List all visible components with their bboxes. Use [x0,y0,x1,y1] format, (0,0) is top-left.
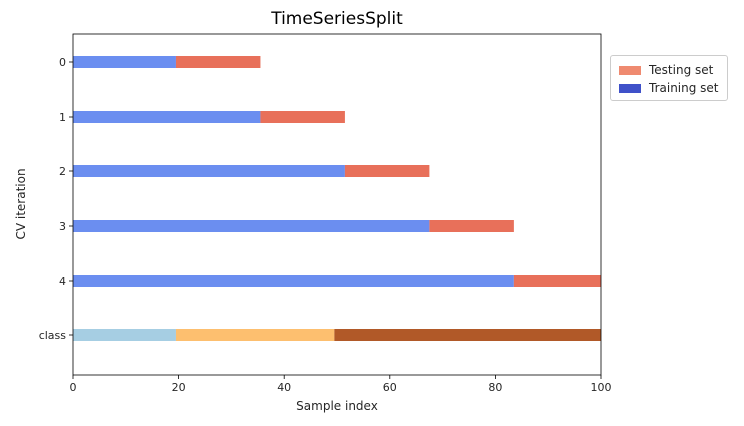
x-tick-label-20: 20 [172,381,186,394]
legend-item-testing: Testing set [619,62,713,78]
testing-set-bar-1 [260,111,345,123]
class-segment-0 [73,329,176,341]
legend-swatch-testing [619,65,641,75]
y-tick-label-4: 4 [59,275,66,288]
y-tick-label-1: 1 [59,111,66,124]
testing-set-bar-2 [344,165,430,177]
y-axis-label: CV iteration [14,168,28,239]
x-axis-label: Sample index [296,399,378,413]
legend: Testing set Training set [610,55,728,101]
x-tick-label-100: 100 [591,381,612,394]
training-set-bar-4 [73,275,514,287]
y-tick-label-0: 0 [59,56,66,69]
class-segment-2 [334,329,601,341]
training-set-bar-3 [73,220,430,232]
chart-title: TimeSeriesSplit [270,9,403,29]
testing-set-bar-0 [175,56,261,68]
training-set-bar-2 [73,165,345,177]
x-tick-label-60: 60 [383,381,397,394]
class-segment-1 [175,329,335,341]
legend-label-testing: Testing set [649,63,714,77]
x-tick-label-40: 40 [277,381,291,394]
plot-frame [72,33,602,376]
training-set-bar-0 [73,56,176,68]
legend-label-training: Training set [649,81,719,95]
y-tick-label-3: 3 [59,220,66,233]
legend-swatch-training [619,83,641,93]
testing-set-bar-4 [513,275,601,287]
y-tick-label-class: class [39,329,67,342]
plot-area: 0 1 2 3 4 class 0 20 40 60 80 100 [39,33,612,394]
testing-set-bar-3 [429,220,514,232]
y-tick-label-2: 2 [59,165,66,178]
training-set-bar-1 [73,111,261,123]
legend-item-training: Training set [619,80,719,96]
x-tick-label-0: 0 [70,381,77,394]
x-tick-label-80: 80 [488,381,502,394]
